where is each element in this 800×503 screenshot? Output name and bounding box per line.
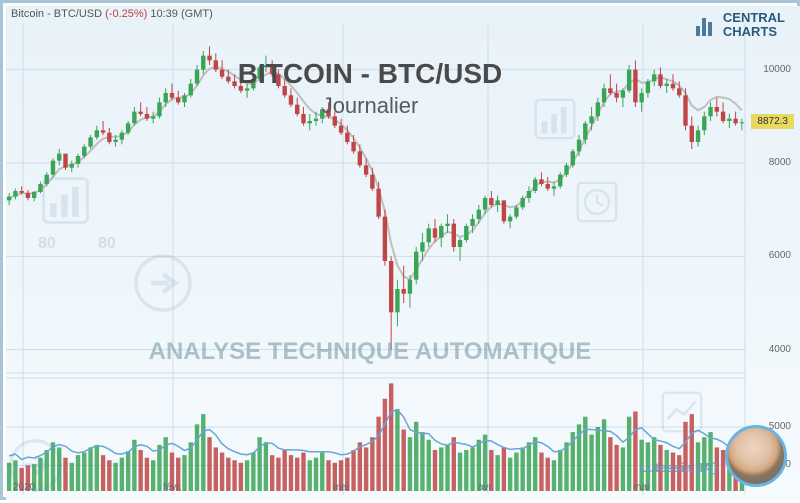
chart-title: BITCOIN - BTC/USD bbox=[3, 58, 737, 90]
logo-text: CENTRAL CHARTS bbox=[723, 11, 785, 40]
watermark-arrow-icon bbox=[133, 253, 193, 313]
x-tick-label: mai bbox=[633, 482, 649, 493]
change-label: (-0.25%) bbox=[105, 8, 147, 20]
watermark-chart2-icon bbox=[658, 388, 706, 436]
header-bar: Bitcoin - BTC/USD (-0.25%) 10:39 (GMT) bbox=[11, 8, 213, 20]
y-tick-label: 4000 bbox=[769, 344, 791, 355]
lutessia-label: Lutessia [IA] bbox=[639, 460, 717, 475]
watermark-80-label: 80 bbox=[38, 235, 56, 253]
chart-subtitle: Journalier bbox=[3, 93, 737, 119]
y-tick-label: 6000 bbox=[769, 250, 791, 261]
y-tick-label: 10000 bbox=[763, 64, 791, 75]
y-tick-label: 8000 bbox=[769, 157, 791, 168]
x-tick-label: mai bbox=[333, 482, 349, 493]
x-tick-label: avr. bbox=[478, 482, 494, 493]
current-price-tag: 8872.3 bbox=[751, 114, 794, 129]
pair-label: Bitcoin - BTC/USD bbox=[11, 8, 102, 20]
watermark-bars1-icon bbox=[38, 173, 93, 228]
logo-icon bbox=[696, 14, 718, 36]
watermark-clock-icon bbox=[573, 178, 621, 226]
x-tick-label: févr. bbox=[163, 482, 182, 493]
logo: CENTRAL CHARTS bbox=[696, 11, 785, 40]
time-label: 10:39 (GMT) bbox=[150, 8, 212, 20]
watermark-80-label: 80 bbox=[98, 235, 116, 253]
avatar-ai bbox=[725, 425, 787, 487]
chart-container: Bitcoin - BTC/USD (-0.25%) 10:39 (GMT) C… bbox=[0, 0, 800, 500]
watermark-main: ANALYSE TECHNIQUE AUTOMATIQUE bbox=[3, 338, 737, 366]
x-tick-label: 2020 bbox=[13, 482, 35, 493]
